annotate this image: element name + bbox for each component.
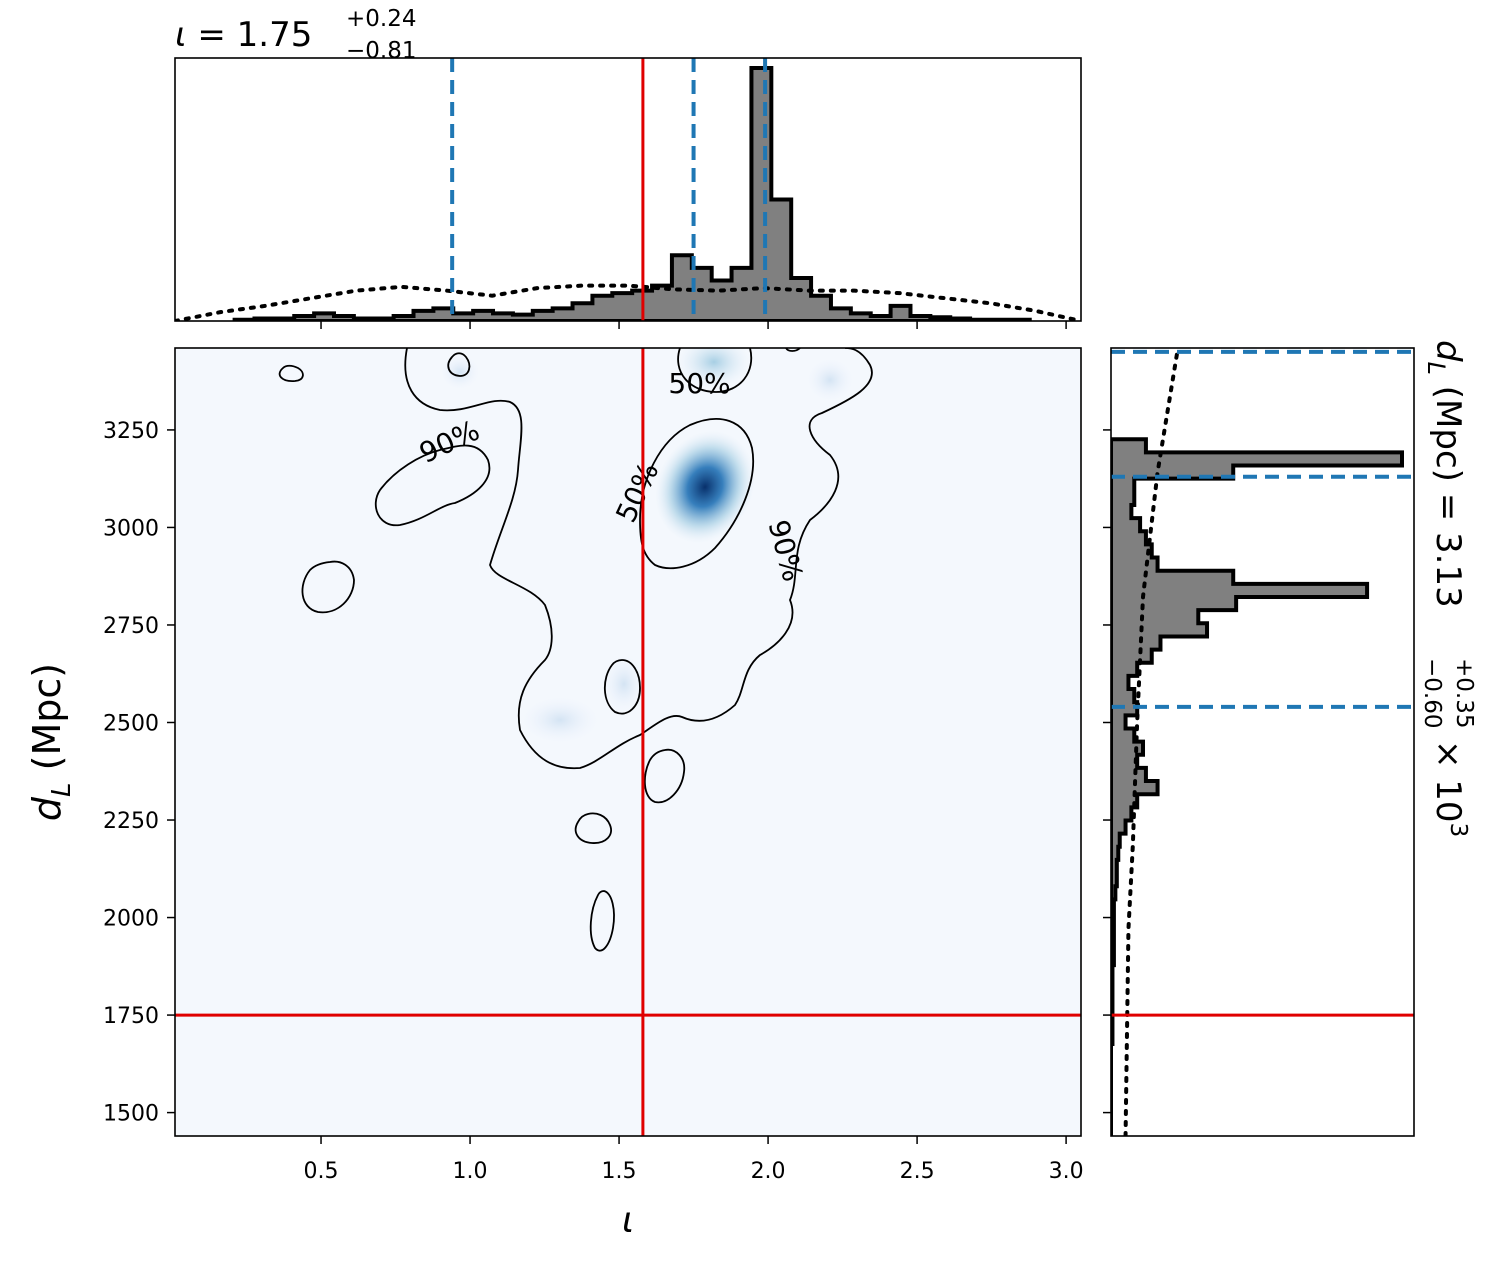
contour-small-8 [785, 348, 801, 352]
x-tick-label: 2.0 [751, 1159, 786, 1184]
density-peak [655, 430, 755, 544]
joint-posterior-panel: 50%50%90%90% 0.5 1.0 1.5 2.0 2.5 3.0150017502… [25, 347, 1084, 1241]
x-tick-label: 1.5 [602, 1159, 637, 1184]
dl-posterior-histogram [1111, 437, 1404, 1136]
contour-small-4 [603, 659, 641, 715]
y-tick-label: 1750 [103, 1004, 159, 1029]
y-tick-label: 2250 [103, 809, 159, 834]
contour-small-3 [301, 560, 355, 614]
y-tick-label: 3250 [103, 419, 159, 444]
density-blob-mid [520, 696, 600, 744]
y-tick-label: 1500 [103, 1102, 159, 1127]
iota-marginal-panel: ι = 1.75 +0.24 −0.81 [174, 6, 1082, 329]
contour-small-1 [278, 364, 304, 382]
iota-upper-error: +0.24 [346, 6, 416, 32]
x-tick-label: 2.5 [900, 1159, 935, 1184]
density-blob-right [806, 358, 854, 402]
y-tick-label: 2500 [103, 711, 159, 736]
dl-marginal-panel: dL (Mpc) = 3.13 +0.35 −0.60 × 103 [1103, 340, 1477, 1137]
y-tick-label: 2750 [103, 614, 159, 639]
contour-50-top [677, 348, 753, 393]
iota-marginal-frame [174, 57, 1082, 322]
y-axis-label: dL (Mpc) [25, 663, 77, 821]
contour-small-5 [644, 748, 686, 804]
contour-50-peak [639, 418, 754, 570]
density-blob-top [678, 348, 750, 388]
x-tick-label: 3.0 [1049, 1159, 1084, 1184]
contour-90-main [404, 348, 873, 770]
svg-text:dL (Mpc) = 3.13: dL (Mpc) = 3.13 [1422, 340, 1468, 608]
dl-summary-title: dL (Mpc) = 3.13 +0.35 −0.60 × 103 [1419, 340, 1477, 837]
dl-marginal-frame [1110, 347, 1415, 1137]
iota-summary-title: ι = 1.75 [175, 15, 312, 55]
x-axis-label: ι [622, 1200, 634, 1241]
contour-small-7 [589, 890, 615, 952]
dl-upper-error: +0.35 [1451, 658, 1477, 728]
density-blob-left [440, 354, 480, 390]
dl-lower-error: −0.60 [1419, 658, 1445, 728]
contour-90-island [374, 444, 491, 526]
y-tick-label: 2000 [103, 907, 159, 932]
iota-posterior-histogram [232, 66, 1032, 321]
dl-prior-curve [1123, 348, 1180, 1136]
joint-posterior-frame [174, 347, 1082, 1137]
dl-multiplier: × 103 [1428, 740, 1471, 837]
iota-prior-curve [175, 283, 1081, 321]
contour-small-2 [447, 352, 471, 377]
y-tick-label: 3000 [103, 516, 159, 541]
credible-contours [278, 348, 873, 952]
iota-lower-error: −0.81 [346, 38, 416, 64]
density-background [175, 348, 1081, 1136]
x-tick-label: 1.0 [453, 1159, 488, 1184]
contour-small-6 [574, 812, 612, 844]
x-tick-label: 0.5 [304, 1159, 339, 1184]
contour-level-label: 50% [668, 367, 730, 400]
